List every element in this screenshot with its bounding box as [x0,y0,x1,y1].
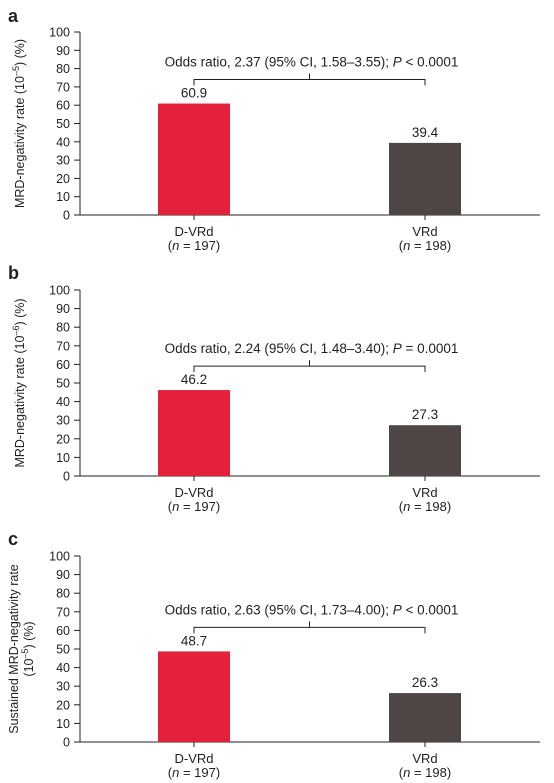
y-tick-label: 70 [56,339,70,353]
y-tick-label: 70 [56,80,70,94]
category-label: D-VRd [174,485,213,500]
y-tick-label: 80 [56,321,70,335]
data-label: 60.9 [181,86,207,101]
y-tick-label: 40 [56,135,70,149]
category-label: D-VRd [174,751,213,766]
category-n-label: (n = 198) [399,499,451,514]
y-tick-label: 30 [56,154,70,168]
y-tick-label: 50 [56,643,70,657]
category-n-label: (n = 197) [168,238,220,253]
category-label: D-VRd [174,224,213,239]
y-tick-label: 10 [56,190,70,204]
data-label: 27.3 [412,407,438,422]
panel-letter: b [8,263,19,283]
y-tick-label: 40 [56,661,70,675]
odds-ratio-annotation: Odds ratio, 2.63 (95% CI, 1.73–4.00); P … [165,602,459,617]
y-tick-label: 90 [56,302,70,316]
y-tick-label: 30 [56,680,70,694]
category-n-label: (n = 197) [168,499,220,514]
y-tick-label: 60 [56,99,70,113]
y-tick-label: 80 [56,62,70,76]
y-tick-label: 20 [56,698,70,712]
comparison-bracket [193,365,426,373]
y-tick-label: 20 [56,172,70,186]
comparison-bracket [193,626,426,634]
y-tick-label: 100 [49,26,70,40]
panel-letter: a [8,6,19,26]
bar-dvrd [158,651,230,742]
y-tick-label: 50 [56,117,70,131]
data-label: 26.3 [412,675,438,690]
odds-ratio-annotation: Odds ratio, 2.24 (95% CI, 1.48–3.40); P … [165,341,459,356]
category-label: VRd [412,485,437,500]
y-tick-label: 20 [56,432,70,446]
y-axis-title: MRD-negativity rate (10–5) (%) [11,39,27,208]
y-tick-label: 10 [56,717,70,731]
y-tick-label: 70 [56,605,70,619]
bar-dvrd [158,103,230,215]
y-tick-label: 90 [56,568,70,582]
bar-vrd [389,425,461,476]
data-label: 48.7 [181,633,207,648]
comparison-bracket [193,79,426,86]
y-tick-label: 80 [56,587,70,601]
y-tick-label: 100 [49,550,70,564]
panel-b: b MRD-negativity rate (10–6) (%) 0 10 20 30 40… [8,263,540,514]
y-axis-title: MRD-negativity rate (10–6) (%) [11,298,27,467]
category-n-label: (n = 197) [168,765,220,780]
bar-vrd [389,693,461,742]
y-axis-title-line2: (10–5) (%) [20,621,36,676]
y-tick-label: 60 [56,624,70,638]
panel-a: a MRD-negativity rate (10–5) (%) 0 10 20 30 40… [8,6,540,253]
bar-dvrd [158,390,230,476]
category-n-label: (n = 198) [399,765,451,780]
y-tick-label: 50 [56,377,70,391]
category-label: VRd [412,224,437,239]
panel-letter: c [8,529,18,549]
y-axis-title: Sustained MRD-negativity rate [7,564,21,734]
y-tick-label: 90 [56,44,70,58]
odds-ratio-annotation: Odds ratio, 2.37 (95% CI, 1.58–3.55); P … [165,55,459,70]
panel-c: c Sustained MRD-negativity rate (10–5) (%)… [7,529,540,780]
y-tick-label: 0 [63,470,70,484]
category-n-label: (n = 198) [399,238,451,253]
y-tick-label: 10 [56,451,70,465]
y-tick-label: 60 [56,358,70,372]
y-tick-label: 0 [63,736,70,750]
y-tick-label: 0 [63,209,70,223]
bar-vrd [389,142,461,215]
y-tick-label: 100 [49,284,70,298]
y-tick-label: 30 [56,414,70,428]
y-tick-label: 40 [56,395,70,409]
category-label: VRd [412,751,437,766]
data-label: 46.2 [181,372,207,387]
data-label: 39.4 [412,125,439,140]
